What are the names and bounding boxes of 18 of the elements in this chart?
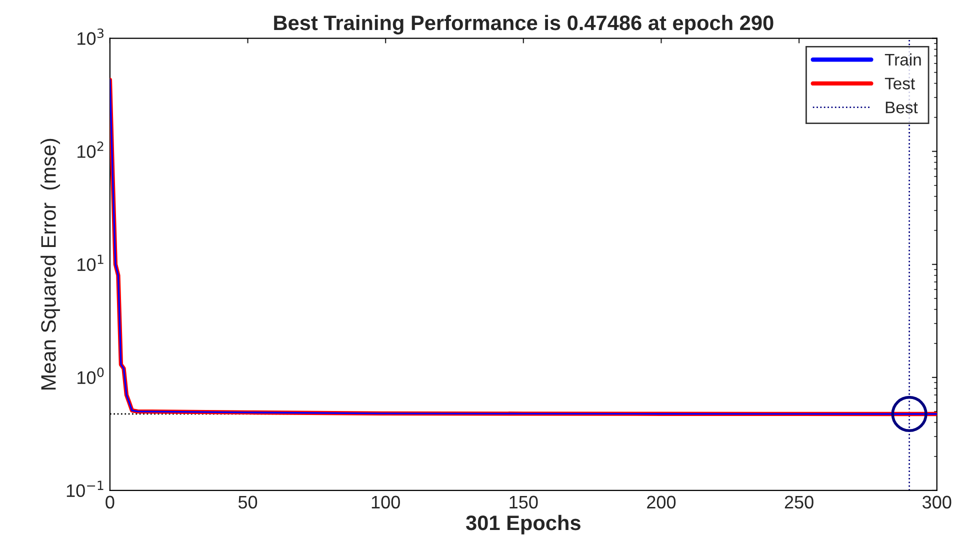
x-tick-label: 50 bbox=[238, 496, 258, 509]
y-tick-label: 10$^{−1}$ bbox=[66, 480, 104, 498]
y-tick-label: 10$^{1}$ bbox=[78, 254, 104, 272]
y-axis-title: Mean Squared Error (mse) bbox=[40, 138, 60, 390]
chart-title: Best Training Performance is 0.47486 at epoch 290 bbox=[274, 14, 774, 34]
x-axis-title: 301 Epochs bbox=[466, 514, 580, 534]
legend-label: Train bbox=[884, 53, 921, 66]
x-tick-label: 150 bbox=[510, 496, 538, 509]
x-tick-label: 250 bbox=[784, 496, 814, 509]
y-tick-label: 10$^{3}$ bbox=[78, 28, 104, 45]
y-tick-label: 10$^{0}$ bbox=[78, 368, 104, 384]
x-tick-label: 200 bbox=[647, 496, 676, 509]
x-tick-label: 0 bbox=[106, 496, 114, 509]
legend-label: Best bbox=[886, 102, 918, 114]
x-tick-label: 100 bbox=[372, 496, 400, 509]
legend-label: Test bbox=[884, 78, 915, 90]
x-tick-label: 300 bbox=[922, 496, 952, 509]
y-tick-label: 10$^{2}$ bbox=[78, 141, 104, 158]
